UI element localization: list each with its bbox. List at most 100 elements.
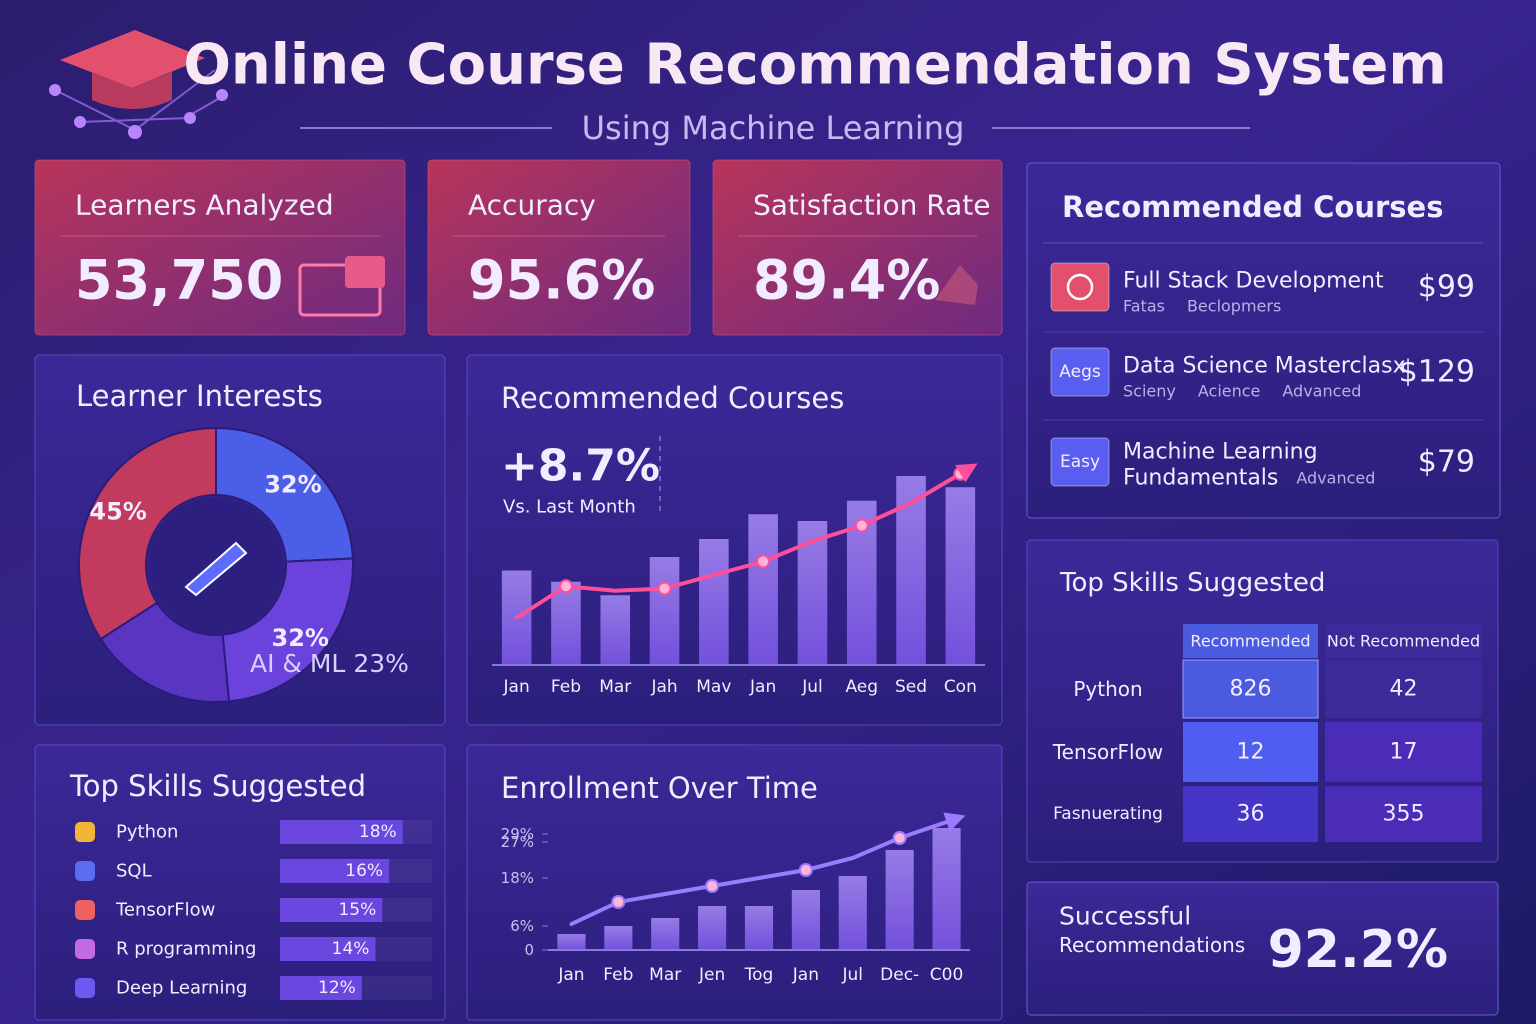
row-label: Python — [1073, 677, 1142, 701]
chart-title: Top Skills Suggested — [69, 769, 366, 803]
y-tick-label: 18% — [501, 869, 534, 887]
row-label: Fasnuerating — [1053, 804, 1163, 824]
annotation-note: Vs. Last Month — [503, 497, 636, 518]
column-header-bg — [1183, 624, 1318, 658]
chart-title: Enrollment Over Time — [501, 771, 818, 805]
cell-value: 12 — [1237, 740, 1265, 765]
arrow-head — [955, 463, 978, 483]
course-icon-glyph — [1066, 273, 1094, 301]
line-point — [611, 895, 626, 909]
line-point — [798, 863, 813, 877]
course-price: $129 — [1399, 355, 1475, 390]
x-tick-label: Mar — [649, 965, 681, 985]
bar-shine — [699, 539, 729, 665]
column-header-bg — [1325, 624, 1482, 658]
x-tick-label: Jen — [698, 965, 725, 985]
bar — [280, 859, 390, 883]
bar-shine — [649, 557, 680, 665]
bar — [280, 937, 376, 961]
x-tick-label: C00 — [930, 965, 964, 985]
bar-shine — [838, 876, 867, 950]
course-title: Data Science Masterclasx — [1123, 354, 1406, 379]
course-price: $99 — [1418, 270, 1475, 305]
x-tick-label: Sed — [895, 677, 927, 697]
row-label: TensorFlow — [1052, 740, 1163, 764]
trend-line — [569, 820, 949, 926]
x-tick-label: Aeg — [845, 677, 878, 697]
line-point — [657, 581, 672, 596]
slice-value-label: 32% — [272, 624, 329, 652]
trend-line — [514, 471, 963, 620]
chart-title: Recommended Courses — [501, 381, 844, 415]
course-title: Machine Learning — [1123, 440, 1318, 465]
pie-slice — [99, 601, 231, 703]
kpi-value: 95.6% — [468, 249, 655, 312]
pie-slice — [221, 557, 354, 703]
kpi-card — [427, 159, 691, 336]
y-tick-label: 27% — [501, 833, 534, 851]
course-title: Fundamentals — [1123, 466, 1278, 491]
bar — [280, 820, 403, 844]
kpi-card — [712, 159, 1003, 336]
x-tick-label: Jan — [749, 677, 776, 697]
bar — [280, 898, 383, 922]
icon — [75, 900, 95, 920]
panel-title: Top Skills Suggested — [1059, 568, 1325, 598]
table-cell — [1182, 659, 1319, 719]
x-tick-label: Feb — [551, 677, 581, 697]
value-label: 14% — [332, 939, 370, 959]
x-tick-label: Feb — [603, 965, 633, 985]
line-point — [756, 554, 771, 569]
x-tick-label: Dec- — [880, 965, 919, 985]
icon — [75, 822, 95, 842]
icon — [75, 939, 95, 959]
line-point — [854, 518, 869, 533]
slice-value-label: 23% — [353, 649, 409, 678]
bar-shine — [932, 828, 961, 950]
column-header: Not Recommended — [1327, 632, 1480, 651]
line-point — [558, 579, 573, 594]
kpi-card — [34, 159, 406, 336]
x-tick-label: Mar — [599, 677, 631, 697]
x-tick-label: Mav — [696, 677, 731, 697]
line-point — [705, 879, 720, 893]
success-value: 92.2% — [1268, 920, 1448, 980]
pie-slice — [78, 426, 217, 641]
table-cell — [1183, 786, 1318, 842]
panel — [1026, 881, 1499, 1016]
x-tick-label: Jan — [557, 965, 584, 985]
icon — [345, 256, 385, 288]
category-label: TensorFlow — [115, 900, 215, 921]
bar — [280, 976, 362, 1000]
course-tag: Beclopmers — [1187, 297, 1281, 316]
slice-value-label: 32% — [264, 470, 321, 498]
y-tick-label: 6% — [510, 917, 534, 935]
x-tick-label: Jul — [801, 677, 823, 697]
course-icon — [1050, 347, 1110, 397]
x-tick-label: Con — [944, 677, 977, 697]
cell-value: 826 — [1230, 677, 1272, 702]
bar-shine — [885, 850, 914, 950]
category-label: R programming — [116, 939, 256, 960]
cell-value: 355 — [1383, 802, 1425, 827]
pie-slice — [215, 426, 354, 563]
x-tick-label: Tog — [744, 965, 774, 985]
table-cell — [1183, 722, 1318, 782]
bar-shine — [600, 595, 631, 665]
slice-label: AI & ML 23% — [250, 649, 409, 678]
bar-shine — [651, 918, 680, 950]
center-icon — [184, 541, 248, 597]
kpi-label: Learners Analyzed — [75, 189, 334, 222]
course-tag: Advanced — [1282, 382, 1361, 401]
course-tag: Fatas — [1123, 297, 1165, 316]
course-price: $79 — [1418, 445, 1475, 480]
x-tick-label: Jan — [503, 677, 530, 697]
slice-value-label: 45% — [89, 498, 146, 526]
icon — [75, 861, 95, 881]
column-header: Recommended — [1190, 632, 1310, 651]
table-cell — [1325, 722, 1482, 782]
cell-value: 42 — [1390, 677, 1418, 702]
kpi-value: 53,750 — [75, 249, 283, 312]
course-tag: Advanced — [1296, 469, 1375, 488]
